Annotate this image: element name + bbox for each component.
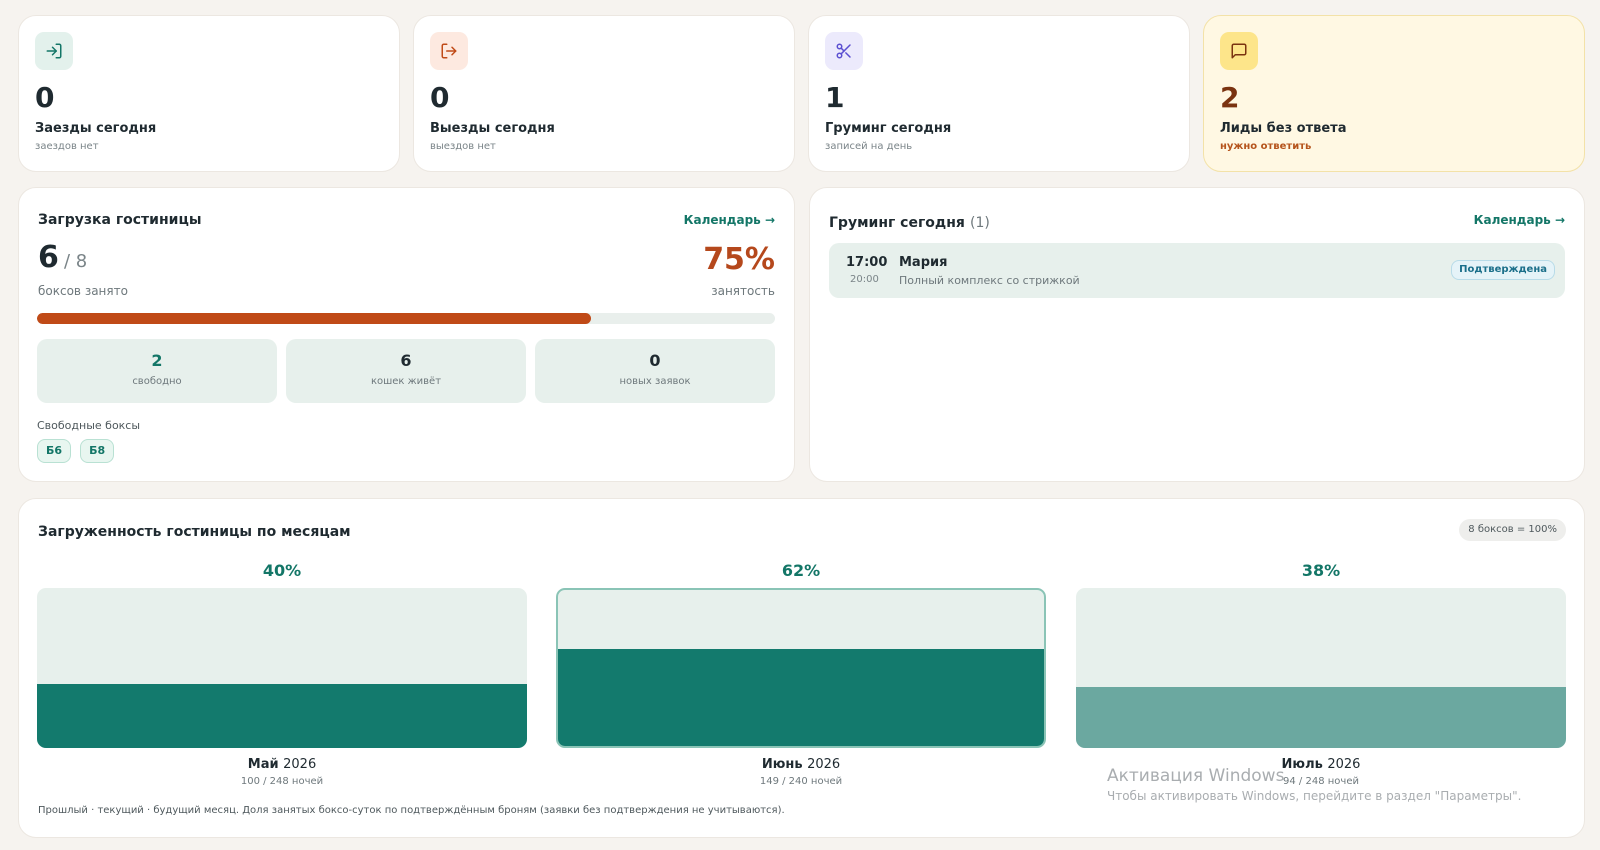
appointment-end: 20:00 bbox=[850, 274, 879, 285]
month-bar-fill bbox=[37, 684, 527, 748]
month-label: Май bbox=[247, 757, 279, 772]
stat-value: 2 bbox=[1220, 81, 1240, 114]
occupied-count: 6 bbox=[38, 240, 59, 275]
month-year: 2026 bbox=[283, 757, 317, 772]
occupancy-progress-bar bbox=[37, 313, 775, 324]
occupied-label: боксов занято bbox=[38, 284, 128, 298]
mini-stat-label: кошек живёт bbox=[370, 376, 442, 387]
month-nights: 94 / 248 ночей bbox=[1283, 776, 1359, 787]
mini-stat-new-requests: 0 новых заявок bbox=[535, 339, 775, 403]
message-icon bbox=[1220, 32, 1258, 70]
month-bar-may bbox=[37, 588, 527, 748]
occupancy-progress-fill bbox=[37, 313, 591, 324]
grooming-title-text: Груминг сегодня bbox=[829, 215, 965, 231]
month-bar-june bbox=[556, 588, 1046, 748]
scale-pill: 8 боксов = 100% bbox=[1459, 519, 1566, 541]
month-name: Июль 2026 bbox=[1076, 757, 1566, 772]
month-year: 2026 bbox=[807, 757, 841, 772]
stat-sub: нужно ответить bbox=[1220, 141, 1312, 152]
log-out-icon bbox=[430, 32, 468, 70]
occupancy-percent: 75% bbox=[703, 242, 775, 277]
occupancy-count: 6 / 8 bbox=[38, 240, 87, 275]
free-boxes-list: Б6 Б8 bbox=[37, 439, 118, 463]
free-box-chip[interactable]: Б8 bbox=[80, 439, 115, 463]
month-bar-fill bbox=[1076, 687, 1566, 748]
total-count: / 8 bbox=[63, 251, 88, 272]
stat-label: Груминг сегодня bbox=[825, 121, 952, 136]
hotel-calendar-link[interactable]: Календарь → bbox=[683, 213, 775, 227]
month-bar-july bbox=[1076, 588, 1566, 748]
appointment-service: Полный комплекс со стрижкой bbox=[899, 274, 1080, 287]
watermark-title: Активация Windows bbox=[1107, 766, 1285, 786]
monthly-title: Загруженность гостиницы по месяцам bbox=[38, 524, 351, 540]
stat-card-grooming: 1 Груминг сегодня записей на день bbox=[808, 15, 1190, 172]
mini-stat-label: свободно bbox=[132, 376, 182, 387]
month-label: Июль bbox=[1281, 757, 1323, 772]
grooming-count: (1) bbox=[969, 215, 990, 231]
month-bar-fill bbox=[558, 649, 1044, 746]
month-label: Июнь bbox=[761, 757, 803, 772]
month-percent: 38% bbox=[1301, 561, 1341, 580]
stat-label: Выезды сегодня bbox=[430, 121, 555, 136]
month-name: Июнь 2026 bbox=[556, 757, 1046, 772]
mini-stat-free: 2 свободно bbox=[37, 339, 277, 403]
stat-value: 0 bbox=[35, 81, 55, 114]
mini-stat-label: новых заявок bbox=[619, 376, 691, 387]
watermark-text: Чтобы активировать Windows, перейдите в … bbox=[1107, 789, 1522, 803]
log-in-icon bbox=[35, 32, 73, 70]
mini-stat-cats: 6 кошек живёт bbox=[286, 339, 526, 403]
stat-value: 0 bbox=[430, 81, 450, 114]
grooming-title: Груминг сегодня (1) bbox=[829, 212, 990, 231]
month-nights: 149 / 240 ночей bbox=[759, 776, 843, 787]
month-year: 2026 bbox=[1327, 757, 1361, 772]
grooming-calendar-link[interactable]: Календарь → bbox=[1473, 213, 1565, 227]
stat-card-check-ins: 0 Заезды сегодня заездов нет bbox=[18, 15, 400, 172]
free-boxes-label: Свободные боксы bbox=[37, 419, 141, 432]
stat-card-leads[interactable]: 2 Лиды без ответа нужно ответить bbox=[1203, 15, 1585, 172]
scissors-icon bbox=[825, 32, 863, 70]
stat-sub: заездов нет bbox=[35, 141, 99, 152]
monthly-footnote: Прошлый · текущий · будущий месяц. Доля … bbox=[38, 805, 785, 816]
occupancy-label: занятость bbox=[711, 284, 775, 298]
hotel-load-card: Загрузка гостиницы Календарь → 6 / 8 бок… bbox=[18, 187, 795, 482]
appointment-status-badge: Подтверждена bbox=[1451, 260, 1555, 280]
appointment-start: 17:00 bbox=[846, 255, 888, 270]
stat-value: 1 bbox=[825, 81, 845, 114]
stat-sub: записей на день bbox=[825, 141, 913, 152]
month-percent: 40% bbox=[262, 561, 302, 580]
stat-label: Заезды сегодня bbox=[35, 121, 157, 136]
month-name: Май 2026 bbox=[37, 757, 527, 772]
hotel-load-title: Загрузка гостиницы bbox=[38, 212, 202, 228]
grooming-appointment[interactable]: 17:00 20:00 Мария Полный комплекс со стр… bbox=[829, 243, 1565, 298]
free-box-chip[interactable]: Б6 bbox=[37, 439, 72, 463]
month-percent: 62% bbox=[781, 561, 821, 580]
appointment-client: Мария bbox=[899, 255, 948, 270]
stat-sub: выездов нет bbox=[430, 141, 496, 152]
mini-stat-value: 0 bbox=[649, 351, 661, 370]
windows-activation-watermark: Активация Windows Чтобы активировать Win… bbox=[1107, 766, 1521, 803]
mini-stat-value: 6 bbox=[400, 351, 412, 370]
stat-card-check-outs: 0 Выезды сегодня выездов нет bbox=[413, 15, 795, 172]
month-nights: 100 / 248 ночей bbox=[240, 776, 324, 787]
mini-stat-value: 2 bbox=[151, 351, 163, 370]
grooming-card: Груминг сегодня (1) Календарь → 17:00 20… bbox=[809, 187, 1585, 482]
stat-label: Лиды без ответа bbox=[1220, 121, 1347, 136]
